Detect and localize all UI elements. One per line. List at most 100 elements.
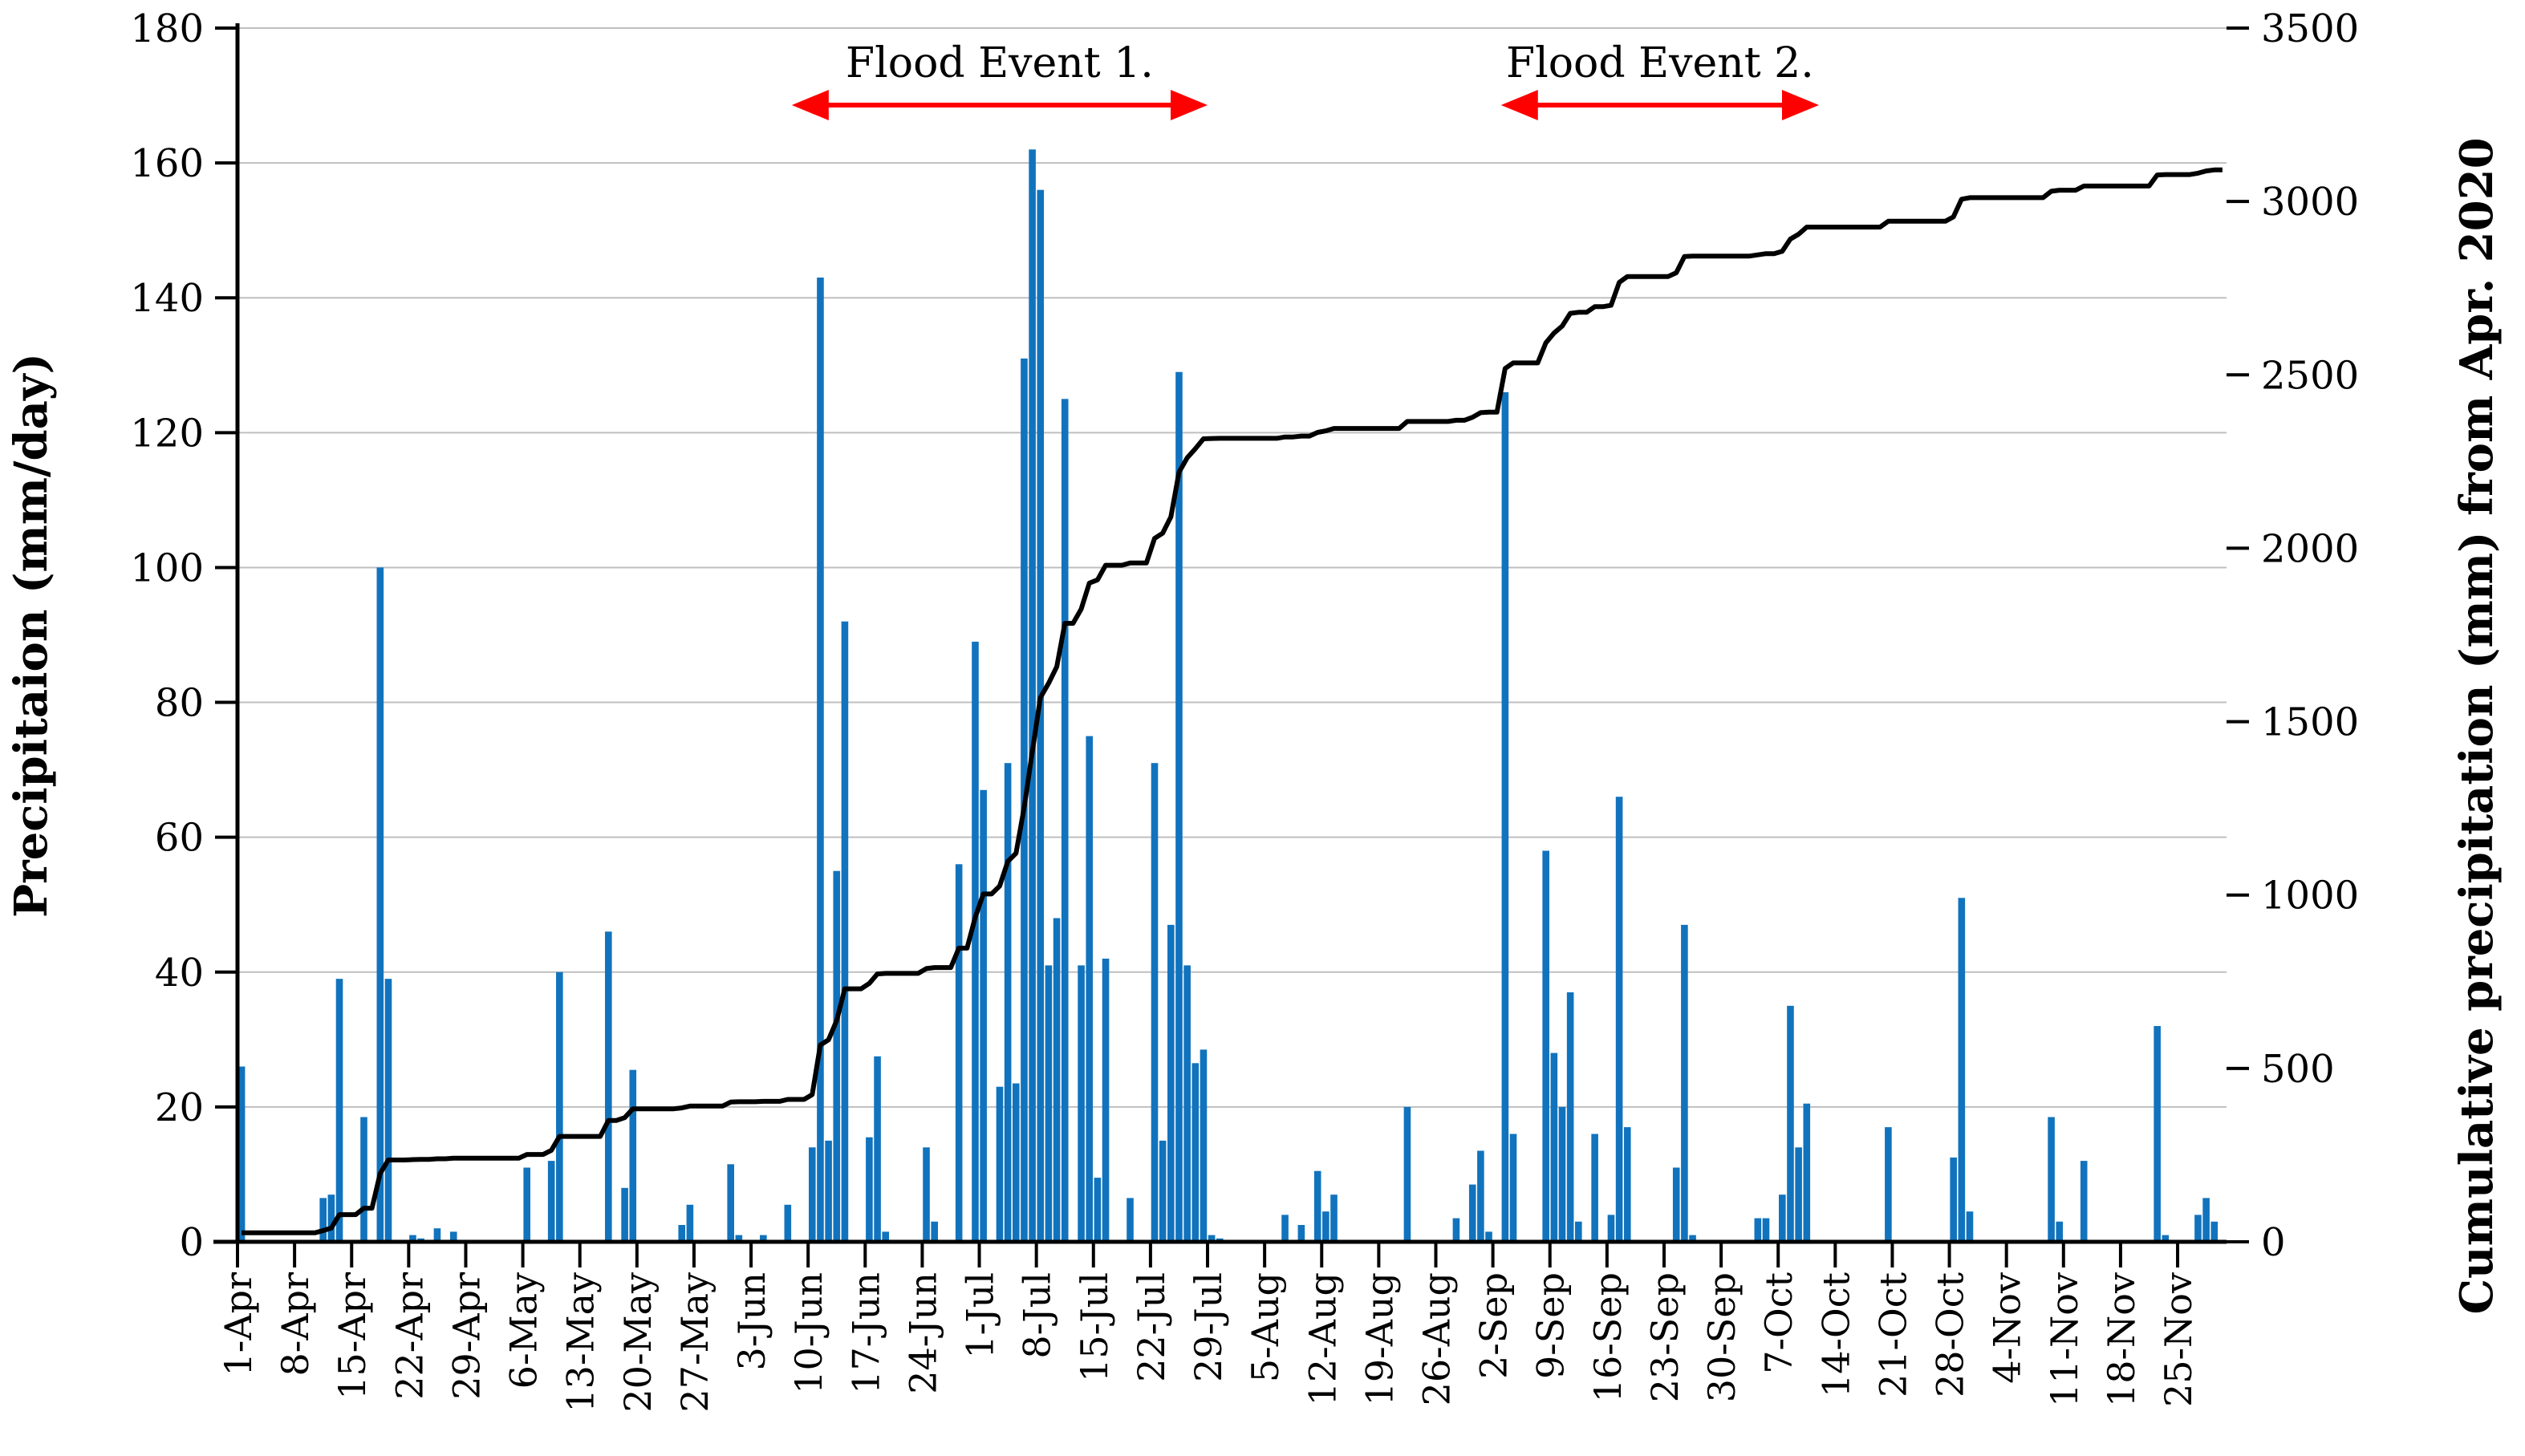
x-tick-label: 1-Jul — [959, 1272, 1002, 1359]
precip-bar — [841, 621, 849, 1242]
precip-bar — [449, 1231, 457, 1242]
precip-bar — [1061, 399, 1069, 1242]
precip-bar — [1078, 965, 1085, 1242]
precip-bar — [1281, 1215, 1289, 1242]
precip-bar — [1501, 391, 1509, 1242]
x-tick-label: 26-Aug — [1415, 1272, 1458, 1405]
arrow-right-head-icon — [1171, 90, 1208, 120]
precip-bar — [1322, 1211, 1329, 1242]
precip-bar — [237, 1066, 246, 1242]
precip-bar — [1175, 371, 1183, 1243]
precip-bar — [1754, 1218, 1762, 1242]
precip-bar — [931, 1221, 938, 1242]
left-axis-title: Precipitaion (mm/day) — [5, 353, 58, 918]
precip-bar — [1468, 1184, 1476, 1242]
precip-bar — [1550, 1052, 1558, 1242]
precip-bar — [327, 1194, 335, 1242]
precip-bar — [433, 1228, 441, 1242]
x-tick-label: 9-Sep — [1529, 1272, 1573, 1379]
precip-bar — [2056, 1221, 2064, 1242]
precip-bar — [2210, 1221, 2219, 1242]
left-tick-label: 60 — [155, 816, 204, 861]
precip-bar — [972, 641, 979, 1242]
x-tick-label: 8-Apr — [274, 1272, 317, 1376]
precip-bar — [2202, 1198, 2210, 1242]
precip-bar — [1575, 1221, 1582, 1242]
precip-bar — [1191, 1063, 1200, 1242]
arrow-left-head-icon — [791, 90, 829, 120]
precip-bar — [2048, 1117, 2055, 1242]
right-tick-label: 3000 — [2261, 180, 2359, 225]
precip-bar — [955, 864, 963, 1242]
x-tick-label: 6-May — [502, 1272, 546, 1389]
precip-bar — [866, 1137, 873, 1242]
precip-bar — [1885, 1127, 1892, 1242]
precip-bar — [735, 1235, 743, 1242]
precip-bar — [335, 979, 343, 1242]
precip-bar — [1542, 850, 1549, 1242]
precip-bar — [1102, 959, 1110, 1242]
precip-bar — [621, 1187, 628, 1242]
precip-bar — [1607, 1215, 1615, 1242]
x-tick-label: 8-Jul — [1016, 1272, 1059, 1359]
left-tick-label: 120 — [130, 411, 204, 456]
left-tick-label: 0 — [179, 1220, 204, 1265]
x-tick-label: 29-Apr — [445, 1272, 488, 1400]
x-tick-label: 13-May — [559, 1272, 603, 1413]
precip-bar — [1086, 736, 1094, 1242]
precip-bar — [2080, 1161, 2088, 1242]
right-tick-label: 1000 — [2261, 874, 2359, 919]
x-tick-label: 24-Jun — [901, 1272, 944, 1394]
precip-bar — [1167, 924, 1175, 1242]
right-tick-label: 0 — [2261, 1220, 2286, 1265]
arrow-left-head-icon — [1500, 90, 1538, 120]
precip-bar — [1313, 1170, 1321, 1242]
x-tick-label: 22-Apr — [388, 1272, 431, 1400]
x-tick-label: 15-Jul — [1073, 1272, 1116, 1382]
precip-bar — [1509, 1134, 1517, 1242]
x-tick-label: 23-Sep — [1643, 1272, 1687, 1402]
precip-bar — [1803, 1103, 1811, 1242]
precip-bar — [1127, 1198, 1134, 1242]
x-tick-label: 19-Aug — [1358, 1272, 1401, 1405]
arrow-right-head-icon — [1782, 90, 1820, 120]
precip-bar — [996, 1086, 1004, 1242]
precip-bar — [1966, 1211, 1974, 1242]
precip-bar — [1958, 898, 1966, 1242]
x-tick-label: 2-Sep — [1472, 1272, 1516, 1379]
right-tick-label: 2000 — [2261, 526, 2359, 571]
x-tick-label: 28-Oct — [1929, 1271, 1972, 1397]
precip-bar — [1004, 763, 1012, 1242]
x-tick-label: 14-Oct — [1814, 1271, 1857, 1397]
left-tick-label: 180 — [130, 6, 204, 51]
precip-bar — [817, 278, 824, 1242]
precip-bar — [760, 1235, 767, 1242]
precip-bar — [874, 1056, 881, 1242]
precip-bar — [727, 1164, 734, 1242]
precip-bar — [409, 1235, 416, 1242]
x-tick-label: 17-Jun — [844, 1272, 887, 1394]
precip-bar — [1762, 1218, 1770, 1242]
precip-bar — [2162, 1235, 2170, 1242]
gridlines-layer — [237, 27, 2227, 1108]
precip-bar — [1779, 1194, 1786, 1242]
x-tick-label: 4-Nov — [1986, 1272, 2029, 1384]
x-tick-label: 16-Sep — [1586, 1272, 1630, 1402]
precip-bar — [2194, 1215, 2202, 1242]
right-tick-label: 2500 — [2261, 353, 2359, 398]
precip-bar — [678, 1225, 686, 1242]
precip-bar — [980, 789, 987, 1242]
precip-bar — [1159, 1140, 1167, 1242]
precip-bar — [384, 979, 392, 1242]
precip-bar — [1477, 1150, 1484, 1242]
precip-bar — [556, 971, 563, 1242]
axes-layer — [213, 23, 2249, 1267]
precip-bar — [360, 1117, 367, 1242]
precip-bar — [1795, 1147, 1802, 1242]
precip-bar — [1452, 1218, 1460, 1242]
precip-bar — [547, 1161, 555, 1242]
left-tick-label: 160 — [130, 141, 204, 186]
precip-bar — [1053, 918, 1061, 1242]
precip-bar — [1012, 1083, 1020, 1242]
x-tick-label: 21-Oct — [1871, 1271, 1914, 1397]
